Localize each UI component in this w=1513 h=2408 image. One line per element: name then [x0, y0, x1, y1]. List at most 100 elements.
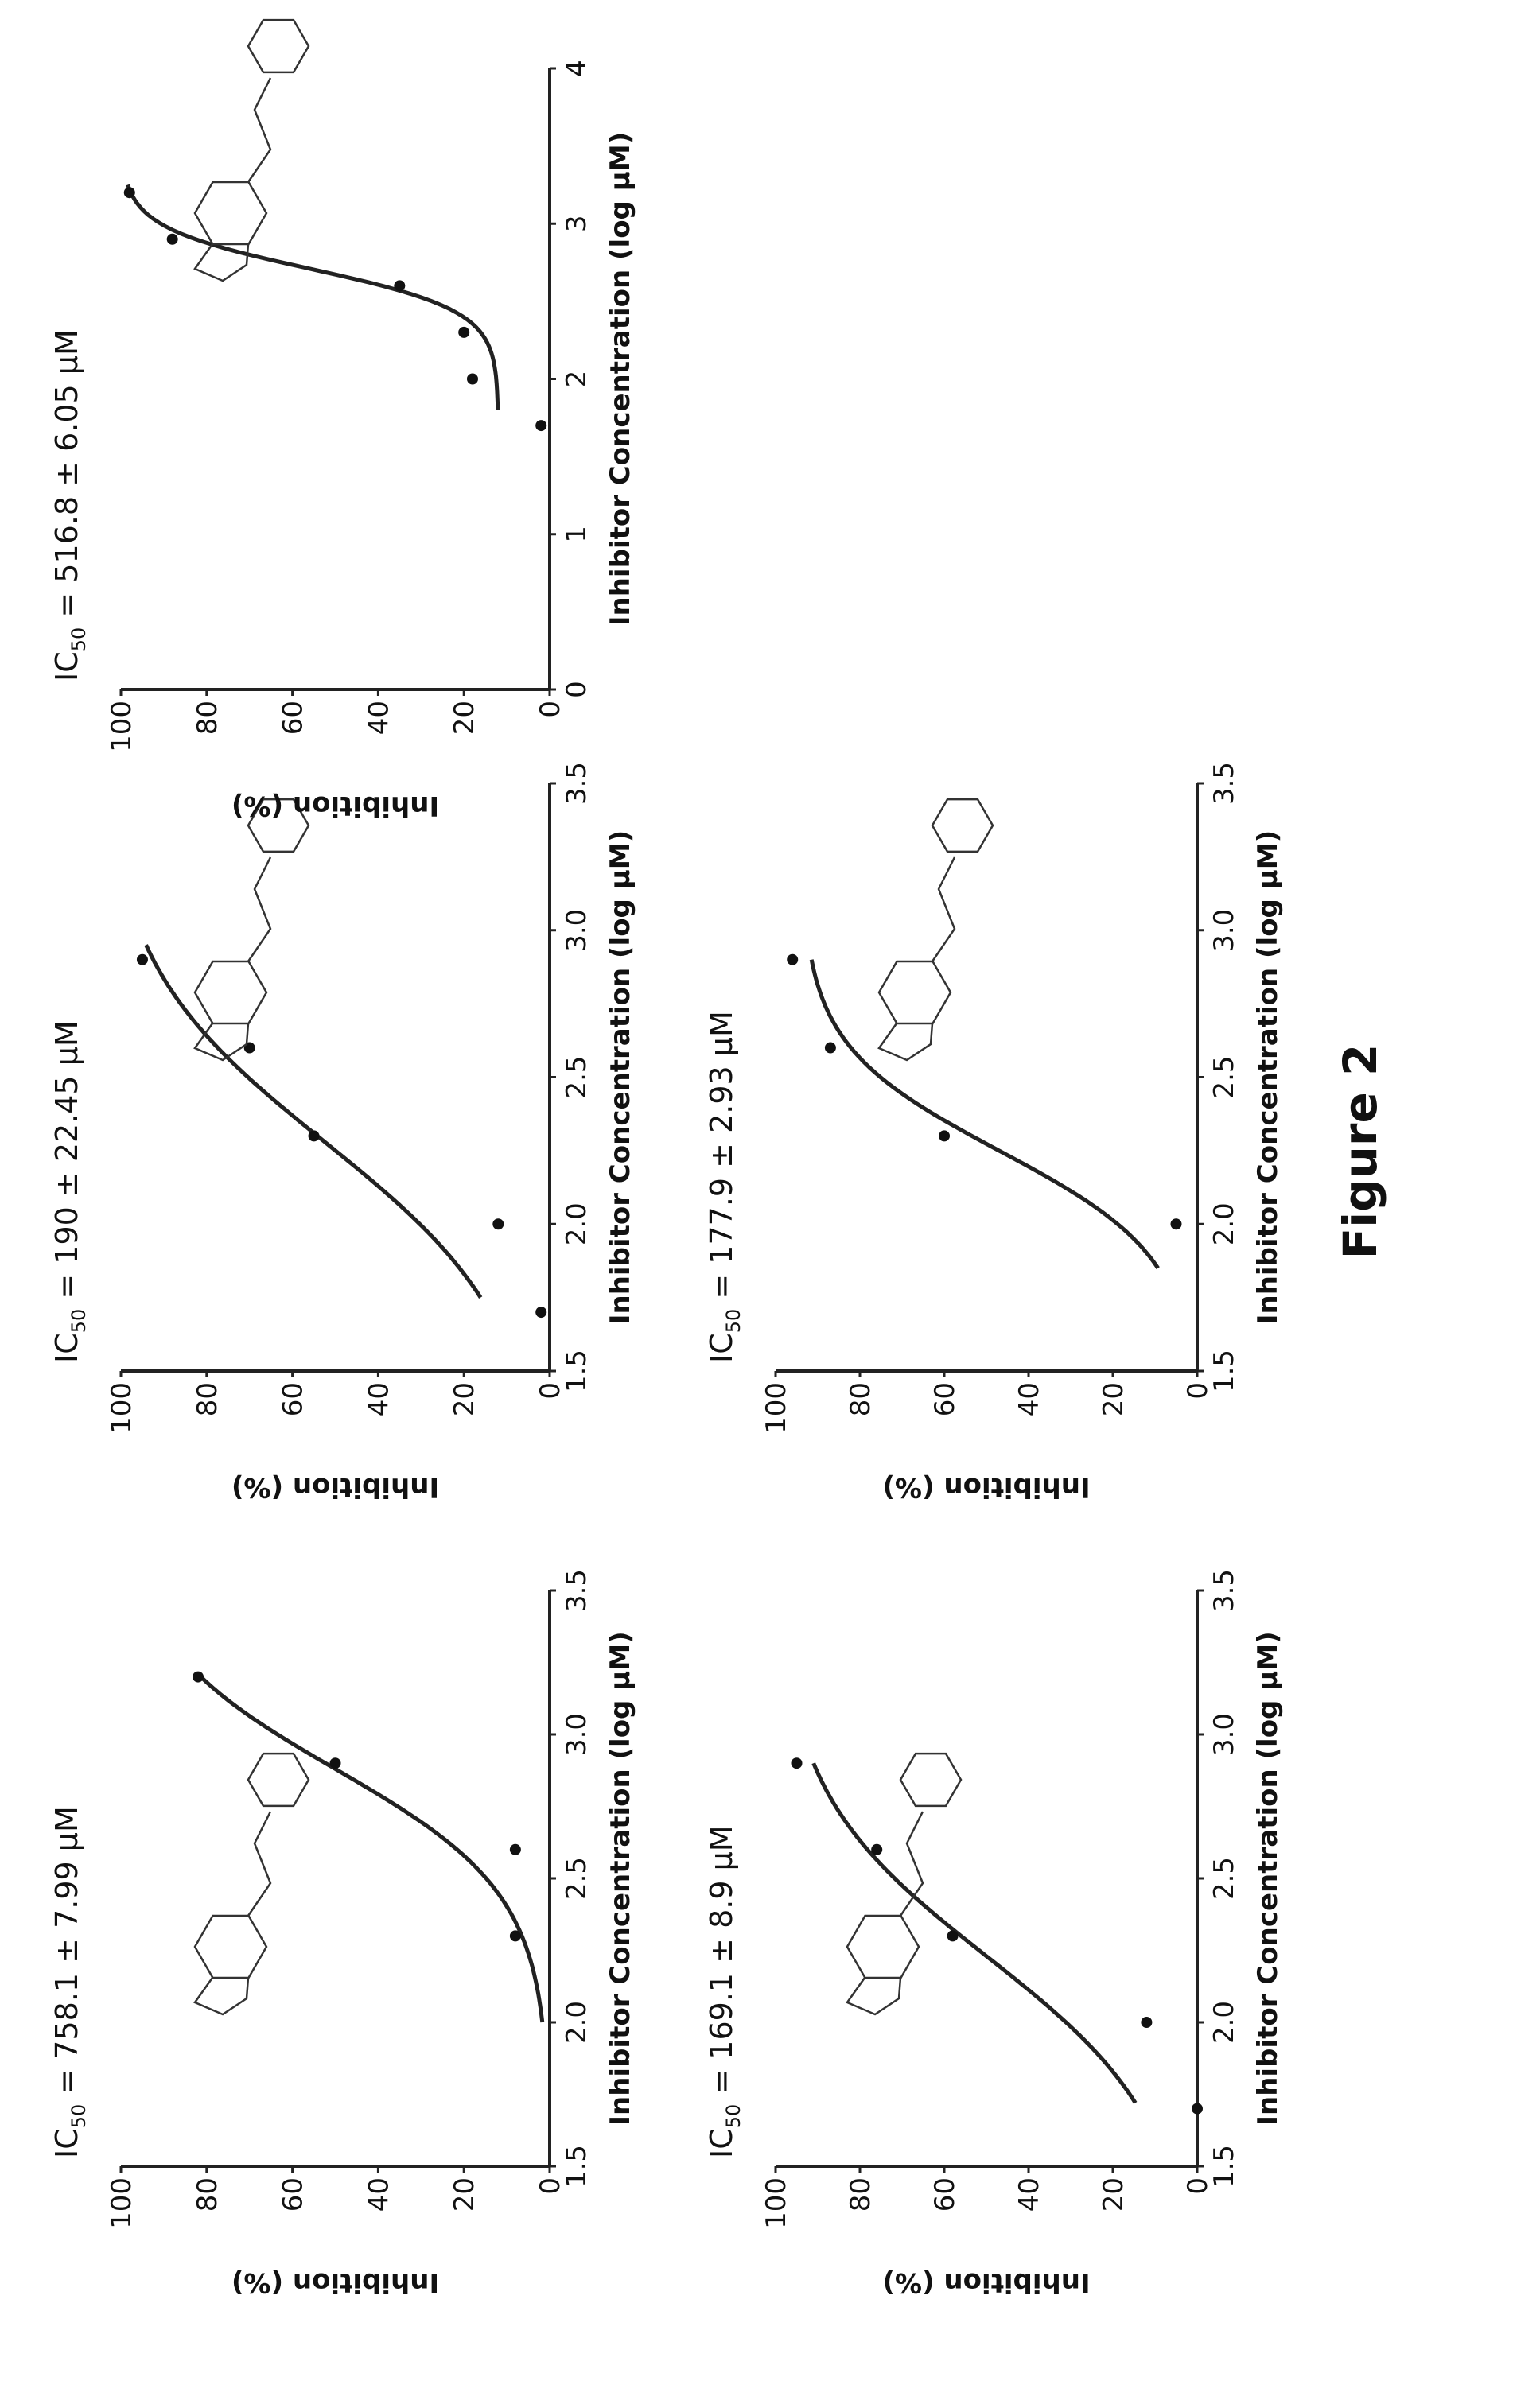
chart-panel-2: 1.5 2.0 2.5 3.0 3.5 0 20 40 60 80 100 Inhibitor Con… — [49, 762, 636, 1503]
x-tick-label: 1.5 — [561, 1350, 593, 1392]
y-tick-label: 40 — [1013, 2177, 1045, 2212]
data-point — [329, 1757, 341, 1769]
y-tick-label: 20 — [1098, 1382, 1130, 1416]
y-tick-label: 0 — [535, 2177, 566, 2195]
y-tick-label: 100 — [106, 1382, 138, 1434]
y-tick-label: 80 — [192, 2177, 224, 2212]
y-tick-label: 20 — [449, 2177, 480, 2212]
y-tick-label: 60 — [929, 2177, 961, 2212]
data-point — [947, 1930, 959, 1942]
y-tick-label: 0 — [535, 701, 566, 718]
y-axis-title: Inhibition (%) — [882, 1471, 1090, 1503]
y-tick-label: 0 — [535, 1382, 566, 1400]
x-tick-label: 3.5 — [561, 762, 593, 805]
data-point — [939, 1130, 950, 1142]
x-axis-title: Inhibitor Concentration (log µM) — [605, 132, 636, 626]
heterocycle-ring — [247, 798, 310, 853]
x-tick-label: 1.5 — [561, 2145, 593, 2188]
fused-ring — [877, 1023, 934, 1062]
x-tick-label: 3.5 — [1208, 1569, 1240, 1612]
x-tick-label: 2.0 — [1208, 1202, 1240, 1245]
x-tick-label: 2.0 — [1208, 2001, 1240, 2044]
title-value: = 190 ± 22.45 µM — [49, 1020, 84, 1308]
title-ic: IC — [49, 651, 84, 682]
benzene-ring — [193, 181, 268, 246]
y-tick-label: 100 — [760, 1382, 792, 1434]
x-axis-title: Inhibitor Concentration (log µM) — [605, 1631, 636, 2125]
data-point — [123, 187, 135, 199]
x-tick-label: 1.5 — [1208, 1350, 1240, 1392]
x-tick-label: 3 — [561, 215, 593, 232]
benzene-ring — [193, 960, 268, 1025]
y-axis-title: Inhibition (%) — [231, 790, 439, 821]
x-axis-title: Inhibitor Concentration (log µM) — [605, 830, 636, 1324]
benzene-ring — [846, 1914, 920, 1979]
title-value: = 177.9 ± 2.93 µM — [704, 1011, 739, 1308]
x-tick-label: 0 — [561, 681, 593, 698]
title-value: = 169.1 ± 8.9 µM — [704, 1825, 739, 2103]
data-point — [136, 953, 148, 965]
chart-title: IC50 = 190 ± 22.45 µM — [49, 1020, 90, 1363]
chemical-structure-drawing — [193, 798, 310, 1062]
x-axis-title: Inhibitor Concentration (log µM) — [1252, 1631, 1284, 2125]
chart-title: IC50 = 177.9 ± 2.93 µM — [704, 1011, 745, 1363]
fit-curve — [809, 959, 1160, 1270]
x-tick-label: 3.0 — [561, 909, 593, 952]
data-point — [1141, 2017, 1153, 2028]
y-tick-label: 20 — [449, 701, 480, 735]
y-tick-label: 0 — [1182, 2177, 1214, 2195]
y-tick-label: 40 — [363, 701, 395, 735]
y-tick-label: 80 — [845, 1382, 877, 1416]
data-point — [535, 1307, 547, 1319]
linker-chain — [247, 856, 272, 962]
y-tick-label: 60 — [278, 1382, 309, 1416]
fused-ring — [193, 1977, 250, 2016]
data-point — [1192, 2103, 1203, 2115]
y-axis-title: Inhibition (%) — [882, 2266, 1090, 2298]
title-subscript: 50 — [722, 1309, 745, 1334]
fused-ring — [193, 1023, 250, 1062]
title-subscript: 50 — [722, 2104, 745, 2129]
benzene-ring — [877, 960, 952, 1025]
x-tick-label: 3.0 — [1208, 1713, 1240, 1756]
y-tick-label: 20 — [449, 1382, 480, 1416]
title-value: = 758.1 ± 7.99 µM — [49, 1806, 84, 2103]
fused-ring — [193, 243, 250, 282]
fit-curve — [811, 1762, 1138, 2104]
chemical-structure-drawing — [846, 1752, 963, 2016]
data-point — [166, 233, 178, 245]
linker-chain — [931, 856, 956, 962]
title-ic: IC — [49, 2128, 84, 2158]
y-tick-label: 80 — [192, 701, 224, 735]
x-tick-label: 1 — [561, 526, 593, 543]
y-tick-label: 40 — [363, 2177, 395, 2212]
heterocycle-ring — [247, 18, 310, 74]
title-value: = 516.8 ± 6.05 µM — [49, 329, 84, 627]
x-tick-label: 4 — [561, 60, 593, 77]
data-point — [535, 420, 547, 432]
chemical-structure-drawing — [193, 18, 310, 282]
fit-curve — [199, 1675, 545, 2023]
data-point — [308, 1130, 320, 1142]
x-tick-label: 2.0 — [561, 1202, 593, 1245]
chart-title: IC50 = 758.1 ± 7.99 µM — [49, 1806, 90, 2158]
data-point — [787, 953, 799, 965]
y-tick-label: 40 — [1013, 1382, 1045, 1416]
chart-title: IC50 = 169.1 ± 8.9 µM — [704, 1825, 745, 2158]
chemical-structure-drawing — [877, 798, 994, 1062]
data-point — [193, 1671, 204, 1683]
chemical-structure-drawing — [193, 1752, 310, 2016]
x-tick-label: 2.5 — [1208, 1857, 1240, 1900]
data-point — [394, 280, 406, 292]
x-tick-label: 3.5 — [561, 1569, 593, 1612]
x-tick-label: 3.5 — [1208, 762, 1240, 805]
y-tick-label: 0 — [1182, 1382, 1214, 1400]
data-point — [509, 1930, 521, 1942]
y-tick-label: 60 — [278, 2177, 309, 2212]
data-point — [824, 1042, 836, 1054]
data-point — [509, 1843, 521, 1855]
x-tick-label: 3.0 — [1208, 909, 1240, 952]
title-ic: IC — [704, 2128, 739, 2158]
y-tick-label: 80 — [845, 2177, 877, 2212]
